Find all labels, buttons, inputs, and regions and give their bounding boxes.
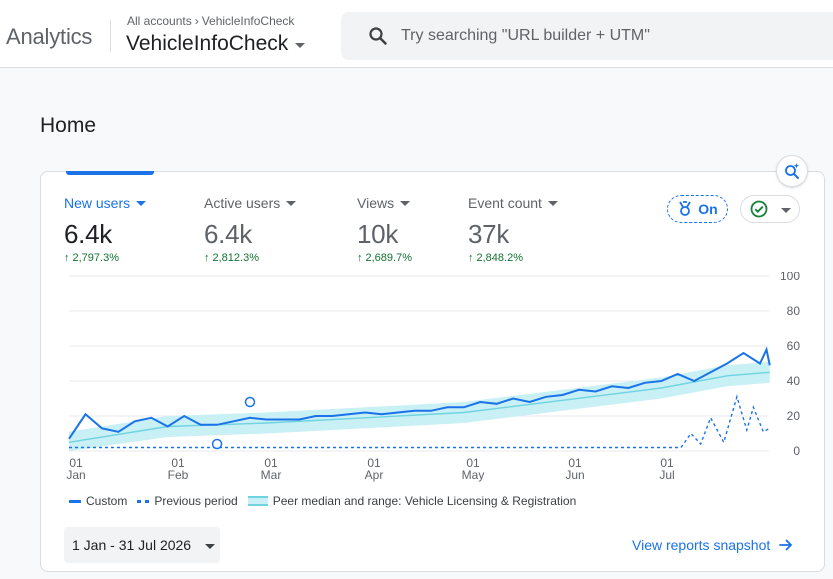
date-range-label: 1 Jan - 31 Jul 2026: [72, 537, 192, 553]
check-circle-icon: [750, 200, 767, 218]
date-range-selector[interactable]: 1 Jan - 31 Jul 2026: [64, 527, 220, 563]
x-tick-month: Jun: [565, 468, 584, 482]
chevron-down-icon: [400, 200, 411, 206]
app-name[interactable]: Analytics: [6, 24, 93, 49]
y-tick-label: 80: [787, 304, 801, 318]
x-tick-day: 01: [171, 456, 185, 470]
x-tick-month: Feb: [168, 468, 189, 482]
search-bar[interactable]: [341, 12, 833, 60]
x-tick-month: Jul: [659, 468, 674, 482]
metric-label: Active users: [204, 195, 281, 211]
arrow-right-icon: [779, 539, 793, 551]
x-tick-month: Apr: [365, 468, 384, 482]
arrow-up-icon: ↑: [468, 252, 474, 264]
chevron-down-icon: [780, 208, 791, 213]
chevron-down-icon: [136, 200, 147, 206]
y-tick-label: 40: [787, 374, 801, 388]
benchmark-toggle-label: On: [698, 201, 718, 217]
top-app-bar: Analytics All accounts › VehicleInfoChec…: [0, 0, 833, 68]
peer-range-band: [69, 361, 770, 451]
property-selector[interactable]: VehicleInfoCheck: [126, 32, 306, 56]
metric-new-users[interactable]: New users 6.4k ↑ 2,797.3%: [64, 194, 147, 264]
x-tick-day: 01: [466, 456, 480, 470]
y-tick-label: 20: [787, 409, 801, 423]
page-title: Home: [40, 114, 97, 137]
solid-line-swatch: [69, 499, 81, 503]
arrow-up-icon: ↑: [64, 252, 70, 264]
x-tick-month: Jan: [66, 468, 85, 482]
metric-label: New users: [64, 195, 131, 211]
legend-label: Peer median and range: Vehicle Licensing…: [272, 494, 577, 508]
custom-series-line: [68, 346, 771, 440]
breadcrumb[interactable]: All accounts › VehicleInfoCheck: [127, 14, 294, 28]
arrow-up-icon: ↑: [204, 252, 210, 264]
legend-label: Custom: [86, 494, 128, 508]
chevron-down-icon: [295, 43, 306, 48]
x-tick-day: 01: [367, 456, 381, 470]
x-tick-day: 01: [660, 456, 674, 470]
y-tick-label: 60: [787, 339, 801, 353]
metric-views[interactable]: Views 10k ↑ 2,689.7%: [357, 194, 412, 264]
property-name: VehicleInfoCheck: [126, 32, 289, 55]
metric-active-users[interactable]: Active users 6.4k ↑ 2,812.3%: [204, 194, 297, 264]
view-reports-label: View reports snapshot: [632, 537, 771, 553]
benchmark-icon: [679, 201, 692, 216]
chevron-down-icon: [205, 544, 216, 549]
metric-label: Views: [357, 195, 395, 211]
search-input[interactable]: [401, 22, 821, 50]
metric-value: 6.4k: [204, 219, 252, 249]
y-tick-label: 100: [780, 272, 800, 283]
metric-change: 2,848.2%: [476, 252, 523, 264]
arrow-up-icon: ↑: [357, 252, 363, 264]
legend-item-previous[interactable]: Previous period: [137, 494, 238, 508]
x-tick-day: 01: [69, 456, 83, 470]
view-reports-snapshot-link[interactable]: View reports snapshot: [632, 537, 793, 553]
chevron-down-icon: [547, 200, 558, 206]
active-metric-indicator: [66, 171, 154, 175]
legend-item-custom[interactable]: Custom: [69, 494, 127, 508]
insights-sparkle-icon: [785, 163, 800, 179]
chevron-down-icon: [286, 200, 297, 206]
x-tick-day: 01: [264, 456, 278, 470]
metric-value: 6.4k: [64, 219, 112, 249]
breadcrumb-current[interactable]: VehicleInfoCheck: [201, 14, 295, 28]
legend-item-peer[interactable]: Peer median and range: Vehicle Licensing…: [247, 494, 577, 508]
metric-label: Event count: [468, 195, 542, 211]
metric-value: 37k: [468, 219, 510, 249]
x-tick-month: Mar: [261, 468, 282, 482]
benchmark-toggle[interactable]: On: [667, 195, 728, 223]
header-divider: [110, 20, 111, 52]
custom-series-marker: [244, 396, 256, 408]
dashed-line-swatch: [137, 499, 150, 503]
search-icon: [369, 27, 387, 45]
chevron-right-icon: ›: [194, 14, 199, 28]
x-tick-month: May: [462, 468, 485, 482]
comparison-menu-button[interactable]: [740, 195, 800, 223]
metric-event-count[interactable]: Event count 37k ↑ 2,848.2%: [468, 194, 558, 264]
metric-change: 2,797.3%: [72, 252, 119, 264]
metric-change: 2,689.7%: [365, 252, 412, 264]
chart-legend: Custom Previous period Peer median and r…: [69, 494, 586, 508]
previous-period-marker: [211, 438, 223, 450]
y-tick-label: 0: [793, 444, 800, 458]
breadcrumb-root[interactable]: All accounts: [127, 14, 192, 28]
metric-change: 2,812.3%: [212, 252, 259, 264]
insights-button[interactable]: [776, 155, 808, 187]
metric-value: 10k: [357, 219, 399, 249]
band-swatch: [247, 496, 268, 506]
previous-period-line: [69, 394, 771, 449]
legend-label: Previous period: [154, 494, 238, 508]
x-tick-day: 01: [568, 456, 582, 470]
